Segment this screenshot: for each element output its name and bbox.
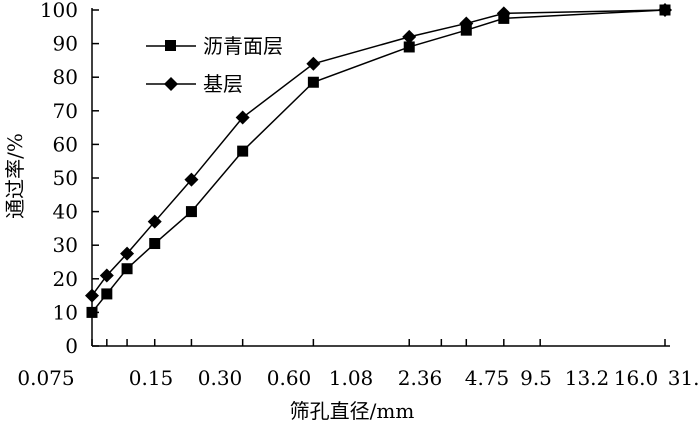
data-point-square: [149, 238, 161, 250]
data-point-diamond: [496, 6, 511, 21]
data-point-diamond: [235, 110, 250, 125]
legend-label-asphalt: 沥青面层: [203, 34, 283, 58]
data-point-square: [185, 206, 197, 218]
y-tick-label: 30: [53, 233, 78, 257]
series-layer: [85, 3, 672, 318]
y-tick-label: 50: [53, 166, 78, 190]
x-tick-label: 1.08: [329, 366, 374, 390]
x-tick-label: 2.36: [398, 366, 443, 390]
x-tick-label: 9.5: [520, 366, 552, 390]
legend-item-base: 基层: [146, 72, 243, 96]
y-tick-label: 70: [53, 99, 78, 123]
y-tick-label: 90: [53, 32, 78, 56]
data-point-square: [121, 263, 133, 275]
data-point-square: [86, 306, 98, 318]
legend-label-base: 基层: [203, 72, 243, 96]
data-point-diamond: [402, 29, 417, 44]
legend: 沥青面层 基层: [146, 34, 283, 96]
data-point-diamond: [306, 56, 321, 71]
x-tick-label: 0.60: [267, 366, 312, 390]
x-axis-title: 筛孔直径/mm: [290, 399, 415, 423]
x-tick-label: 0.15: [129, 366, 174, 390]
x-tick-label: 4.75: [465, 366, 510, 390]
y-tick-label: 0: [65, 334, 78, 358]
data-point-diamond: [184, 172, 199, 187]
y-axis-ticks: 0 10 20 30 40 50 60 70 80 90 100: [40, 0, 99, 358]
data-point-square: [101, 288, 113, 300]
legend-marker-diamond: [164, 77, 178, 91]
y-tick-label: 60: [53, 132, 78, 156]
y-tick-label: 10: [53, 300, 78, 324]
x-tick-label: 13.2: [565, 366, 610, 390]
data-point-square: [237, 145, 249, 157]
data-point-diamond: [85, 288, 99, 303]
data-point-diamond: [147, 214, 162, 229]
y-tick-label: 100: [40, 0, 78, 22]
data-point-diamond: [658, 3, 672, 17]
x-tick-label: 0.30: [198, 366, 243, 390]
data-point-diamond: [459, 16, 474, 31]
data-point-diamond: [120, 246, 135, 261]
y-axis-title: 通过率/%: [3, 133, 27, 219]
y-tick-label: 80: [53, 65, 78, 89]
legend-marker-square: [165, 40, 176, 51]
x-tick-label: 16.0: [614, 366, 659, 390]
y-tick-label: 40: [53, 200, 78, 224]
series-line-0: [91, 9, 666, 313]
series-line-1: [91, 9, 666, 297]
x-tick-label: 0.075: [17, 366, 74, 390]
legend-item-asphalt: 沥青面层: [146, 34, 283, 58]
y-tick-label: 20: [53, 267, 78, 291]
x-tick-label: 31.5: [668, 366, 700, 390]
data-point-square: [307, 76, 319, 88]
data-point-diamond: [99, 268, 114, 283]
x-axis-ticks: 0.075 0.15 0.30 0.60 1.08 2.36 4.75 9.5 13.2 16.0…: [17, 339, 700, 390]
data-point-square: [403, 41, 415, 53]
